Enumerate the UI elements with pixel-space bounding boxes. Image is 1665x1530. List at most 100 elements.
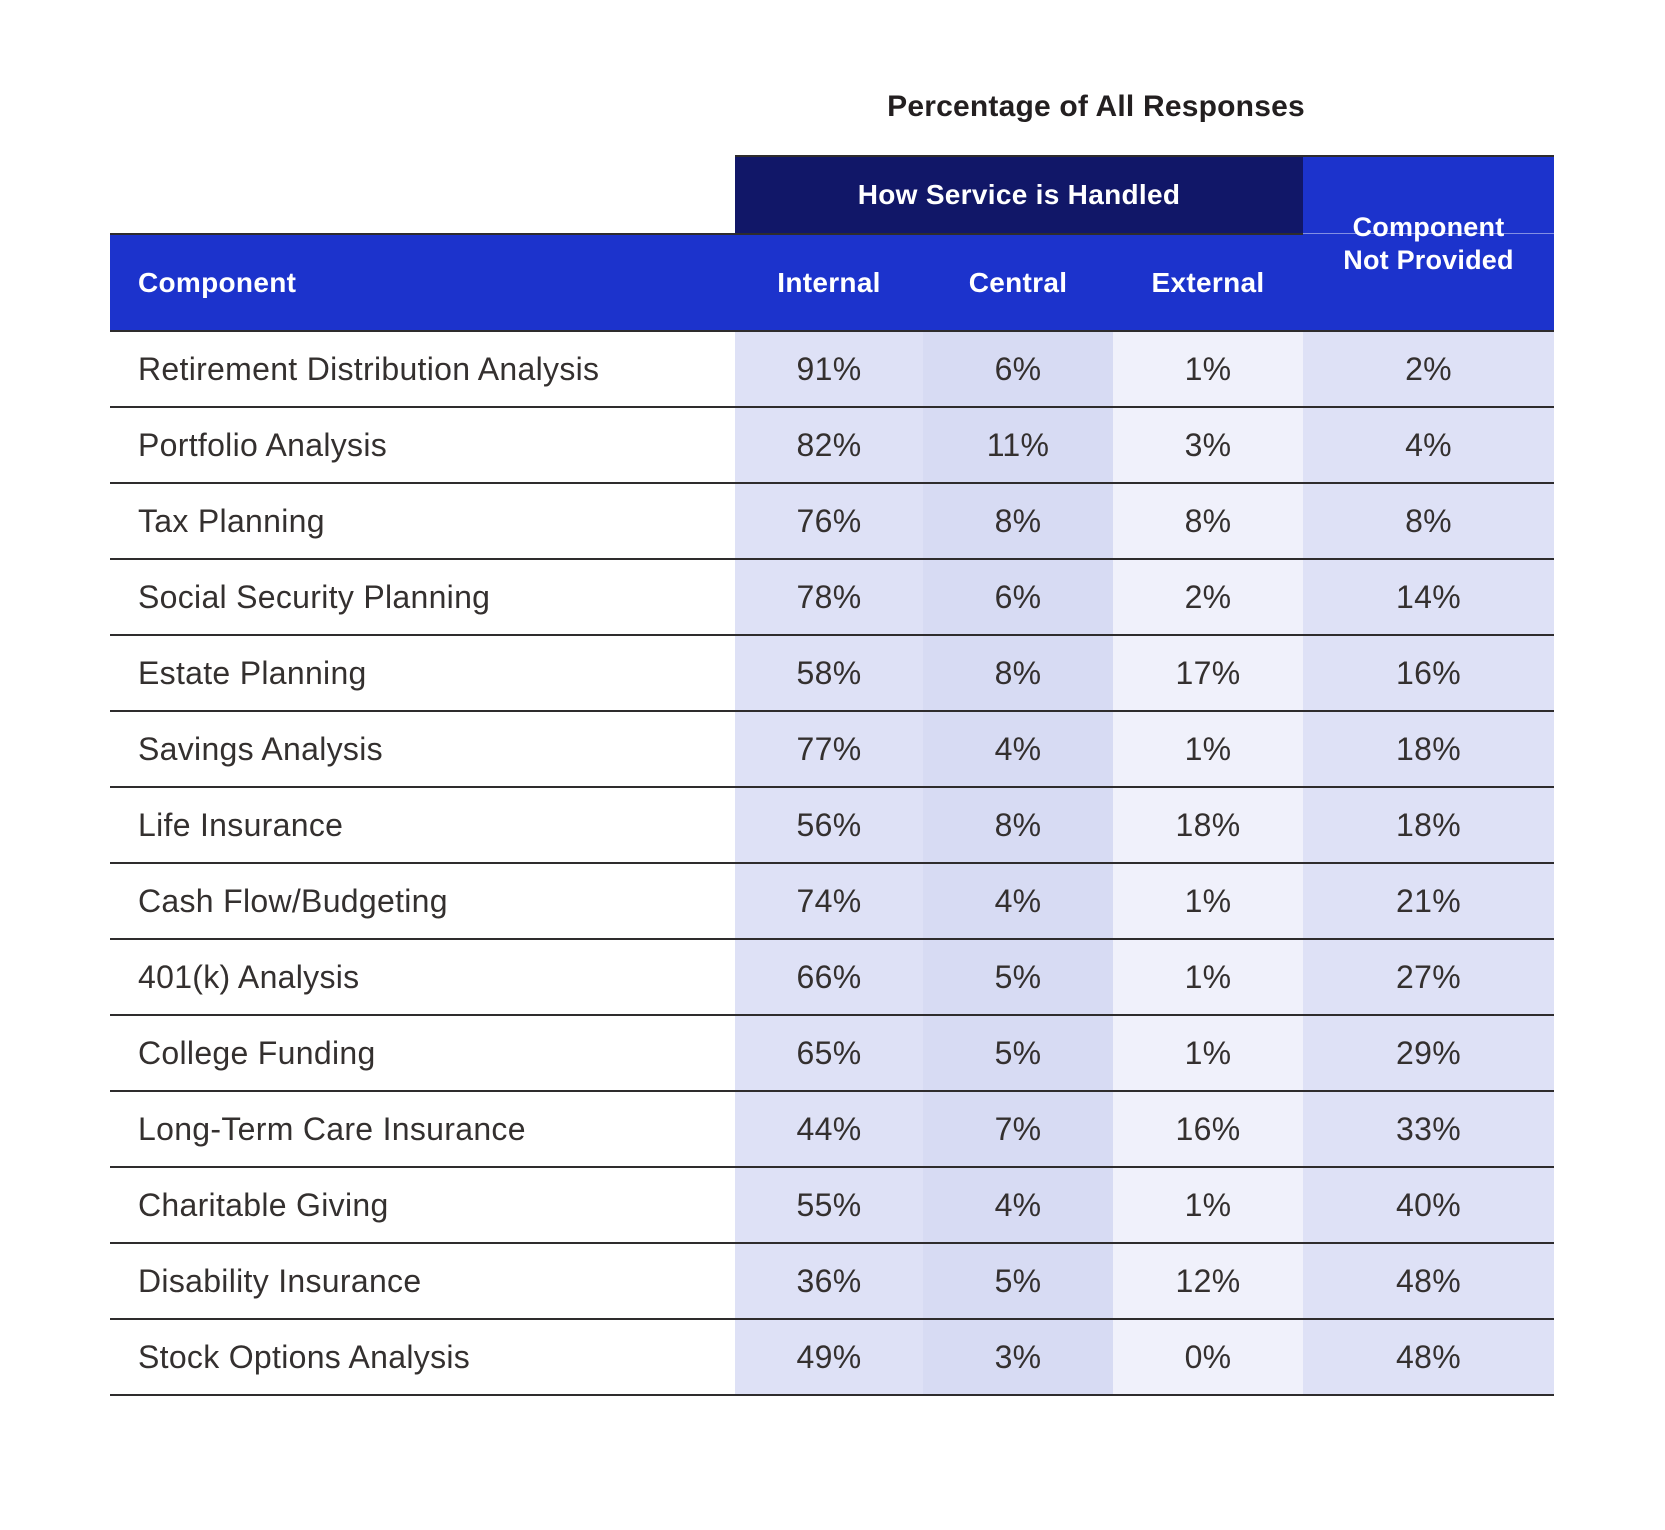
internal-value: 55% bbox=[735, 1167, 923, 1244]
central-value: 4% bbox=[923, 863, 1113, 940]
external-value: 1% bbox=[1113, 863, 1303, 940]
not-provided-value: 48% bbox=[1303, 1243, 1554, 1320]
internal-value: 78% bbox=[735, 559, 923, 636]
central-value: 3% bbox=[923, 1319, 1113, 1396]
cnp-divider-line bbox=[1303, 233, 1554, 234]
not-provided-value: 29% bbox=[1303, 1015, 1554, 1092]
table-row: Estate Planning 58% 8% 17% 16% bbox=[110, 635, 1554, 712]
group-header-how-service-is-handled: How Service is Handled bbox=[735, 155, 1303, 235]
internal-value: 66% bbox=[735, 939, 923, 1016]
internal-value: 76% bbox=[735, 483, 923, 560]
table-body: Retirement Distribution Analysis 91% 6% … bbox=[110, 331, 1554, 1396]
internal-value: 91% bbox=[735, 331, 923, 408]
page-title: Percentage of All Responses bbox=[887, 90, 1305, 123]
component-label: Cash Flow/Budgeting bbox=[110, 863, 735, 940]
component-label: Retirement Distribution Analysis bbox=[110, 331, 735, 408]
central-value: 11% bbox=[923, 407, 1113, 484]
table-row: Stock Options Analysis 49% 3% 0% 48% bbox=[110, 1319, 1554, 1396]
table-row: Savings Analysis 77% 4% 1% 18% bbox=[110, 711, 1554, 788]
external-value: 2% bbox=[1113, 559, 1303, 636]
table-row: Tax Planning 76% 8% 8% 8% bbox=[110, 483, 1554, 560]
internal-value: 44% bbox=[735, 1091, 923, 1168]
external-value: 17% bbox=[1113, 635, 1303, 712]
internal-value: 36% bbox=[735, 1243, 923, 1320]
internal-value: 65% bbox=[735, 1015, 923, 1092]
central-value: 5% bbox=[923, 1243, 1113, 1320]
column-header-component-not-provided: Component Not Provided bbox=[1303, 155, 1554, 332]
component-label: Portfolio Analysis bbox=[110, 407, 735, 484]
not-provided-value: 40% bbox=[1303, 1167, 1554, 1244]
central-value: 5% bbox=[923, 1015, 1113, 1092]
not-provided-value: 14% bbox=[1303, 559, 1554, 636]
not-provided-value: 18% bbox=[1303, 787, 1554, 864]
column-header-internal: Internal bbox=[735, 234, 923, 332]
central-value: 4% bbox=[923, 711, 1113, 788]
not-provided-value: 8% bbox=[1303, 483, 1554, 560]
table-row: 401(k) Analysis 66% 5% 1% 27% bbox=[110, 939, 1554, 1016]
group-header-row: How Service is Handled Component Not Pro… bbox=[110, 155, 1554, 332]
not-provided-value: 33% bbox=[1303, 1091, 1554, 1168]
component-label: Savings Analysis bbox=[110, 711, 735, 788]
header-spacer bbox=[110, 156, 735, 235]
column-header-central: Central bbox=[923, 234, 1113, 332]
central-value: 6% bbox=[923, 559, 1113, 636]
table-row: Life Insurance 56% 8% 18% 18% bbox=[110, 787, 1554, 864]
table-row: Portfolio Analysis 82% 11% 3% 4% bbox=[110, 407, 1554, 484]
central-value: 5% bbox=[923, 939, 1113, 1016]
table-header: How Service is Handled Component Not Pro… bbox=[110, 155, 1554, 332]
external-value: 1% bbox=[1113, 939, 1303, 1016]
external-value: 1% bbox=[1113, 331, 1303, 408]
central-value: 7% bbox=[923, 1091, 1113, 1168]
not-provided-value: 18% bbox=[1303, 711, 1554, 788]
not-provided-value: 16% bbox=[1303, 635, 1554, 712]
external-value: 0% bbox=[1113, 1319, 1303, 1396]
subheader-row: Component Internal Central External bbox=[110, 234, 1554, 332]
component-label: College Funding bbox=[110, 1015, 735, 1092]
central-value: 4% bbox=[923, 1167, 1113, 1244]
internal-value: 82% bbox=[735, 407, 923, 484]
external-value: 18% bbox=[1113, 787, 1303, 864]
cnp-header-line2: Not Provided bbox=[1343, 244, 1514, 275]
table-row: Charitable Giving 55% 4% 1% 40% bbox=[110, 1167, 1554, 1244]
external-value: 12% bbox=[1113, 1243, 1303, 1320]
cnp-header-line1: Component bbox=[1352, 211, 1505, 242]
internal-value: 77% bbox=[735, 711, 923, 788]
table-row: Retirement Distribution Analysis 91% 6% … bbox=[110, 331, 1554, 408]
not-provided-value: 2% bbox=[1303, 331, 1554, 408]
component-label: Disability Insurance bbox=[110, 1243, 735, 1320]
not-provided-value: 27% bbox=[1303, 939, 1554, 1016]
component-label: Stock Options Analysis bbox=[110, 1319, 735, 1396]
component-label: Tax Planning bbox=[110, 483, 735, 560]
internal-value: 74% bbox=[735, 863, 923, 940]
component-label: Long-Term Care Insurance bbox=[110, 1091, 735, 1168]
component-label: Life Insurance bbox=[110, 787, 735, 864]
component-label: Estate Planning bbox=[110, 635, 735, 712]
column-header-component: Component bbox=[110, 234, 735, 332]
external-value: 1% bbox=[1113, 1167, 1303, 1244]
column-header-external: External bbox=[1113, 234, 1303, 332]
external-value: 16% bbox=[1113, 1091, 1303, 1168]
table-row: Disability Insurance 36% 5% 12% 48% bbox=[110, 1243, 1554, 1320]
not-provided-value: 48% bbox=[1303, 1319, 1554, 1396]
component-label: Charitable Giving bbox=[110, 1167, 735, 1244]
external-value: 8% bbox=[1113, 483, 1303, 560]
internal-value: 56% bbox=[735, 787, 923, 864]
internal-value: 49% bbox=[735, 1319, 923, 1396]
responses-table: How Service is Handled Component Not Pro… bbox=[110, 155, 1554, 1396]
not-provided-value: 4% bbox=[1303, 407, 1554, 484]
external-value: 1% bbox=[1113, 1015, 1303, 1092]
component-label: Social Security Planning bbox=[110, 559, 735, 636]
internal-value: 58% bbox=[735, 635, 923, 712]
external-value: 1% bbox=[1113, 711, 1303, 788]
central-value: 6% bbox=[923, 331, 1113, 408]
component-label: 401(k) Analysis bbox=[110, 939, 735, 1016]
table-row: College Funding 65% 5% 1% 29% bbox=[110, 1015, 1554, 1092]
not-provided-value: 21% bbox=[1303, 863, 1554, 940]
table-row: Cash Flow/Budgeting 74% 4% 1% 21% bbox=[110, 863, 1554, 940]
central-value: 8% bbox=[923, 483, 1113, 560]
central-value: 8% bbox=[923, 635, 1113, 712]
external-value: 3% bbox=[1113, 407, 1303, 484]
table-row: Long-Term Care Insurance 44% 7% 16% 33% bbox=[110, 1091, 1554, 1168]
central-value: 8% bbox=[923, 787, 1113, 864]
